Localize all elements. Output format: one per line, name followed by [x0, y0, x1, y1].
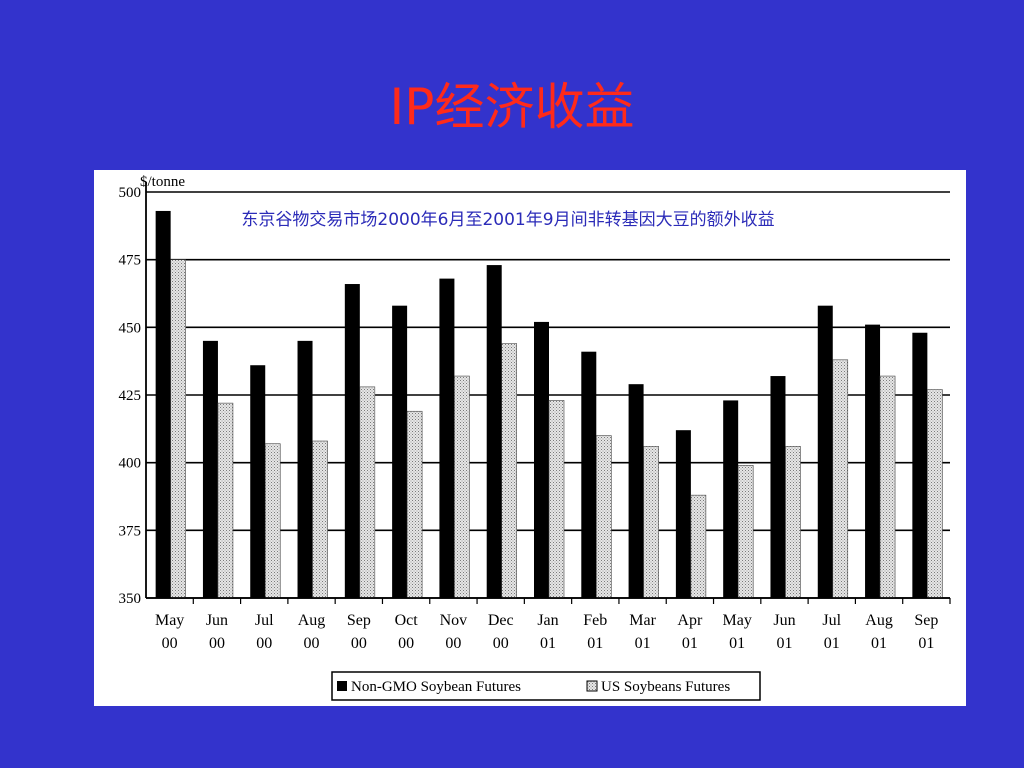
x-tick-label-month: Aug [865, 612, 893, 629]
y-tick-label: 450 [119, 320, 142, 336]
x-tick-label-year: 01 [871, 635, 887, 652]
x-tick-label-month: Jan [537, 612, 558, 629]
bar-non-gmo [912, 332, 928, 598]
bar-us [690, 494, 707, 599]
y-tick-label: 350 [119, 591, 142, 607]
x-tick-label-year: 00 [209, 635, 225, 652]
slide-title: IP经济收益 [389, 78, 635, 136]
x-tick-label-month: Jul [822, 612, 841, 629]
y-tick-label: 425 [119, 388, 142, 404]
x-tick-label-month: Oct [395, 612, 419, 629]
bar-non-gmo [297, 340, 313, 598]
bar-us [737, 465, 754, 599]
y-tick-label: 375 [119, 523, 142, 539]
x-tick-label-year: 00 [493, 635, 509, 652]
bar-non-gmo [202, 340, 218, 598]
x-tick-label-month: Dec [488, 612, 514, 629]
bar-non-gmo [392, 305, 408, 598]
x-tick-label-month: Apr [677, 612, 703, 629]
bar-us [595, 435, 612, 599]
x-tick-label-year: 00 [351, 635, 367, 652]
bar-us [359, 386, 376, 599]
y-axis-label: $/tonne [140, 174, 185, 190]
x-tick-label-month: Nov [440, 612, 468, 629]
bar-us [785, 446, 801, 599]
legend-box [331, 671, 761, 701]
x-tick-label-year: 01 [540, 635, 556, 652]
bar-chart: 350 375 400 425 450 475 500 $/tonne 东京谷物交易市场20… [119, 174, 951, 701]
axes: 350 375 400 425 450 475 500 [119, 182, 951, 607]
bar-us [217, 402, 234, 599]
x-tick-label-year: 01 [824, 635, 840, 652]
x-tick-label-year: 01 [635, 635, 651, 652]
x-tick-label-month: Jun [773, 612, 795, 629]
y-tick-label: 500 [119, 185, 142, 201]
bar-us [170, 259, 186, 599]
bar-non-gmo [581, 351, 597, 598]
x-tick-label-month: May [723, 612, 752, 629]
x-tick-label-year: 01 [587, 635, 603, 652]
bar-us [879, 375, 896, 599]
x-tick-label-month: Aug [298, 612, 326, 629]
bar-non-gmo [250, 365, 266, 598]
legend-label-us: US Soybeans Futures [601, 679, 730, 695]
x-tick-label-month: Feb [583, 612, 607, 629]
bar-us [643, 446, 659, 599]
legend-label-non-gmo: Non-GMO Soybean Futures [351, 679, 521, 695]
x-axis-tick-labels: May 00 Jun 00 Jul 00 Aug 00 Sep 00 Oct 00 Nov 00 Dec 00… [155, 612, 938, 652]
x-tick-label-month: Jul [255, 612, 274, 629]
bar-non-gmo [723, 400, 739, 598]
x-tick-label-year: 00 [398, 635, 414, 652]
y-tick-label: 400 [119, 456, 142, 472]
x-tick-label-year: 01 [918, 635, 934, 652]
bar-us [312, 440, 328, 599]
bar-non-gmo [155, 210, 171, 599]
x-tick-label-month: Sep [914, 612, 938, 629]
bar-non-gmo [486, 265, 502, 598]
legend-swatch-non-gmo [337, 681, 347, 691]
legend: Non-GMO Soybean Futures US Soybeans Futu… [331, 671, 761, 701]
bar-non-gmo [865, 324, 881, 598]
bar-us [406, 410, 423, 599]
y-tick-label: 475 [119, 253, 142, 269]
x-tick-label-year: 00 [256, 635, 272, 652]
x-tick-label-year: 01 [682, 635, 698, 652]
x-tick-label-year: 00 [304, 635, 320, 652]
x-tick-label-year: 00 [162, 635, 178, 652]
x-tick-label-year: 01 [776, 635, 792, 652]
x-tick-label-year: 00 [445, 635, 461, 652]
bar-us [454, 375, 470, 599]
chart-panel: 350 375 400 425 450 475 500 $/tonne 东京谷物交易市场20… [94, 170, 966, 706]
chart-title: 东京谷物交易市场2000年6月至2001年9月间非转基因大豆的额外收益 [241, 210, 774, 230]
bar-non-gmo [628, 384, 644, 598]
bar-us [927, 389, 943, 599]
x-tick-label-month: Mar [629, 612, 656, 629]
bar-non-gmo [817, 305, 833, 598]
bar-us [832, 359, 849, 599]
bars [155, 210, 943, 599]
bar-non-gmo [675, 430, 691, 598]
bar-non-gmo [534, 321, 549, 598]
bar-us [264, 443, 281, 599]
bar-us [548, 400, 565, 599]
x-tick-label-month: May [155, 612, 184, 629]
x-tick-label-month: Sep [347, 612, 371, 629]
bar-us [501, 343, 518, 599]
bar-non-gmo [439, 278, 455, 598]
bar-non-gmo [344, 284, 360, 598]
bar-non-gmo [770, 376, 786, 598]
x-tick-label-month: Jun [206, 612, 228, 629]
legend-swatch-us [586, 680, 598, 692]
x-tick-label-year: 01 [729, 635, 745, 652]
